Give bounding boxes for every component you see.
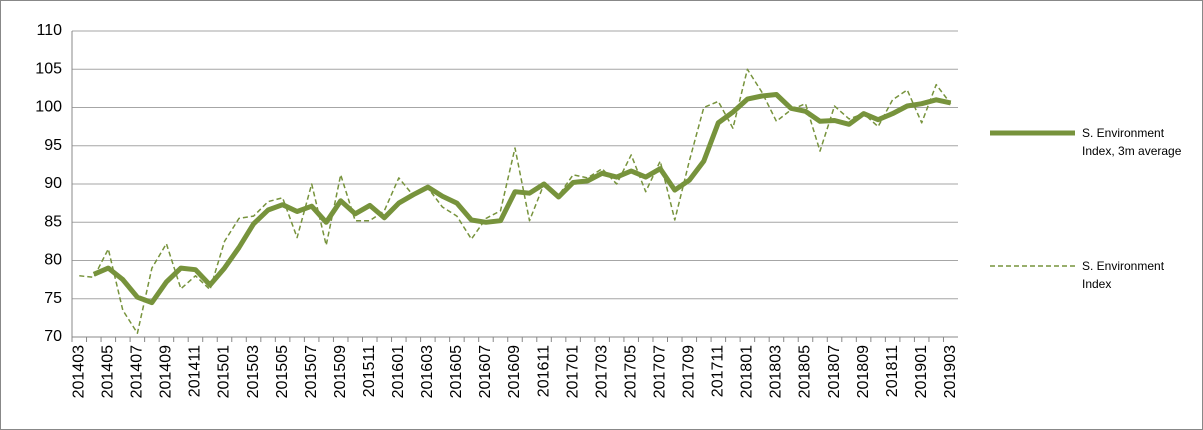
x-tick-label: 201511 [361,345,378,397]
x-tick-label: 201505 [274,345,291,398]
y-tick-label: 80 [44,252,62,269]
x-tick-label: 201601 [390,345,407,398]
y-tick-label: 100 [35,99,62,116]
x-tick-label: 201405 [100,345,117,398]
x-tick-label: 201411 [187,345,204,397]
x-tick-label: 201509 [332,345,349,398]
series-line [79,68,952,334]
y-tick-label: 110 [36,22,62,39]
x-tick-label: 201903 [942,345,959,398]
x-tick-label: 201703 [593,345,610,398]
x-tick-label: 201701 [564,345,581,398]
y-tick-label: 105 [35,60,62,77]
x-tick-label: 201605 [448,345,465,398]
x-tick-label: 201607 [477,345,494,398]
x-tick-label: 201801 [739,345,756,398]
x-tick-label: 201711 [710,345,727,397]
x-tick-label: 201507 [303,345,320,398]
x-tick-label: 201707 [651,345,668,398]
y-tick-label: 70 [44,328,62,345]
y-tick-label: 75 [44,290,62,307]
legend-label: S. Environment Index, 3m average [1082,126,1182,158]
x-tick-label: 201611 [535,345,552,397]
y-tick-label: 90 [44,175,62,192]
x-tick-label: 201403 [70,345,87,398]
x-tick-label: 201409 [158,345,175,398]
y-tick-label: 95 [44,137,62,154]
x-tick-label: 201811 [884,345,901,397]
x-tick-label: 201805 [797,345,814,398]
x-tick-label: 201503 [245,345,262,398]
x-tick-label: 201809 [855,345,872,398]
x-tick-label: 201603 [419,345,436,398]
x-tick-label: 201705 [622,345,639,398]
legend-label: S. Environment Index [1082,259,1165,291]
x-tick-label: 201807 [826,345,843,398]
x-tick-label: 201709 [681,345,698,398]
x-tick-label: 201901 [913,345,930,398]
x-tick-label: 201501 [216,345,233,398]
y-tick-label: 85 [44,213,62,230]
x-tick-label: 201407 [129,345,146,398]
x-tick-label: 201609 [506,345,523,398]
x-tick-label: 201803 [768,345,785,398]
